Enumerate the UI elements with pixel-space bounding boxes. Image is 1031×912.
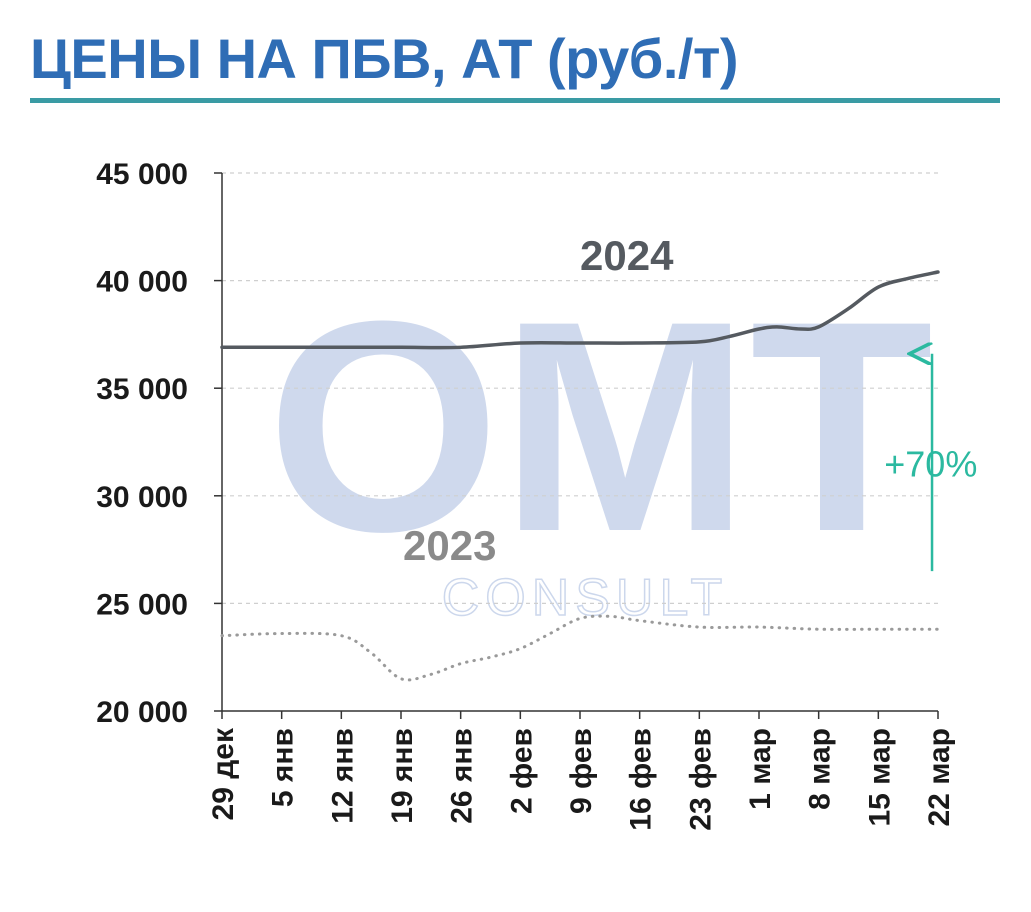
series-line-2024 (220, 270, 940, 350)
watermark-sub-text: CONSULT (442, 569, 729, 627)
x-tick-label-7: 16 фев (625, 728, 658, 831)
x-tick-label-8: 23 фев (684, 728, 717, 831)
x-tick-label-12: 22 мар (923, 728, 956, 827)
x-tick-label-5: 2 фев (505, 728, 538, 814)
x-tick-label-2: 12 янв (326, 728, 359, 824)
y-tick-label-5: 45 000 (96, 158, 188, 191)
y-tick-label-1: 25 000 (96, 588, 188, 621)
x-tick-label-1: 5 янв (267, 728, 300, 807)
series-label-2024: 2024 (580, 232, 674, 279)
growth-annotation: +70% (884, 443, 977, 484)
x-tick-label-6: 9 фев (565, 728, 598, 814)
x-tick-label-11: 15 мар (863, 728, 896, 827)
series-line-2023 (220, 614, 940, 682)
y-tick-label-2: 30 000 (96, 481, 188, 514)
x-tick-label-4: 26 янв (446, 728, 479, 824)
y-tick-label-0: 20 000 (96, 696, 188, 729)
x-tick-label-0: 29 дек (207, 727, 240, 820)
chart-labels: 2024 2023 +70% (403, 232, 977, 572)
x-tick-label-3: 19 янв (386, 728, 419, 824)
series-label-2023: 2023 (403, 522, 496, 569)
page-title: ЦЕНЫ НА ПБВ, АТ (руб./т) (30, 27, 739, 90)
title-underline (30, 98, 1000, 103)
series-lines (220, 270, 940, 682)
watermark-logo-text: ОМТ (267, 258, 934, 594)
x-tick-label-9: 1 мар (744, 728, 777, 810)
axes: 20 000 25 000 30 000 35 000 40 000 45 000 29 д… (96, 158, 956, 831)
x-tick-label-10: 8 мар (804, 728, 837, 810)
y-tick-label-3: 35 000 (96, 373, 188, 406)
y-tick-label-4: 40 000 (96, 266, 188, 299)
